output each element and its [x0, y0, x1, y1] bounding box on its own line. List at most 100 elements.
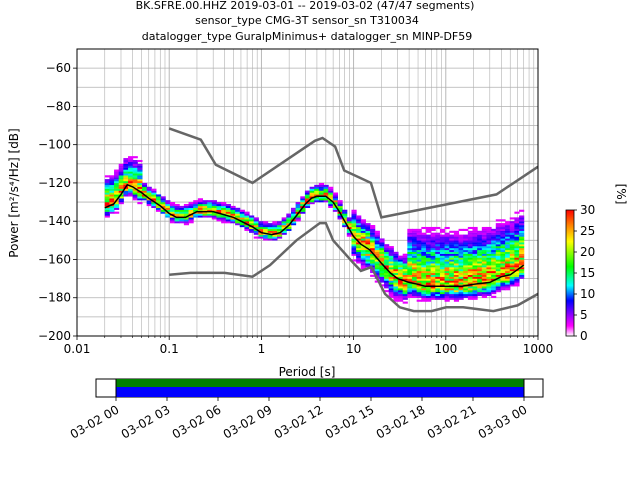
heatmap-cell	[514, 267, 520, 270]
heatmap-cell	[430, 228, 436, 231]
heatmap-cell	[458, 282, 464, 285]
heatmap-cell	[430, 293, 436, 297]
heatmap-cell	[407, 278, 413, 281]
timeline-tick-label: 03-03 00	[476, 402, 530, 441]
heatmap-cell	[444, 291, 450, 295]
heatmap-cell	[491, 257, 497, 260]
heatmap-cell	[114, 190, 120, 193]
heatmap-cell	[314, 200, 320, 203]
heatmap-cell	[137, 165, 143, 168]
heatmap-cell	[379, 261, 385, 264]
heatmap-cell	[193, 209, 199, 212]
heatmap-cell	[509, 217, 515, 220]
heatmap-cell	[183, 213, 190, 216]
heatmap-cell	[351, 221, 357, 224]
heatmap-cell	[439, 249, 446, 253]
heatmap-cell	[398, 261, 404, 264]
heatmap-cell	[421, 240, 427, 243]
heatmap-cell	[370, 257, 376, 260]
heatmap-cell	[151, 194, 157, 197]
heatmap-cell	[221, 202, 227, 205]
heatmap-cell	[398, 257, 404, 260]
heatmap-cell	[472, 259, 478, 262]
heatmap-cell	[365, 257, 371, 260]
heatmap-cell	[495, 270, 501, 274]
heatmap-cell	[430, 246, 436, 249]
heatmap-cell	[398, 263, 404, 266]
heatmap-cell	[402, 301, 408, 304]
heatmap-cell	[449, 240, 455, 243]
heatmap-cell	[244, 219, 250, 222]
heatmap-cell	[449, 261, 455, 264]
heatmap-cell	[495, 284, 501, 287]
timeline-tick-label: 03-02 03	[119, 402, 173, 441]
heatmap-cell	[128, 182, 134, 186]
heatmap-cell	[109, 211, 115, 214]
heatmap-cell	[411, 230, 418, 233]
heatmap-cell	[360, 234, 366, 237]
heatmap-cell	[505, 236, 511, 239]
heatmap-cell	[500, 230, 506, 233]
heatmap-cell	[458, 295, 464, 298]
heatmap-cell	[351, 209, 357, 212]
heatmap-cell	[509, 226, 515, 230]
heatmap-cell	[514, 274, 520, 277]
heatmap-cell	[411, 240, 418, 243]
heatmap-cell	[416, 257, 422, 260]
heatmap-cell	[411, 238, 418, 241]
heatmap-cell	[104, 188, 110, 191]
heatmap-cell	[402, 257, 408, 260]
heatmap-cell	[384, 280, 390, 283]
heatmap-cell	[444, 295, 450, 298]
heatmap-cell	[351, 219, 357, 222]
heatmap-cell	[505, 234, 511, 237]
heatmap-cell	[216, 219, 222, 222]
heatmap-cell	[169, 219, 176, 222]
heatmap-cell	[439, 284, 446, 287]
heatmap-cell	[356, 234, 362, 237]
heatmap-cell	[128, 181, 134, 184]
heatmap-cell	[356, 226, 362, 230]
heatmap-cell	[141, 190, 148, 193]
heatmap-cell	[137, 163, 143, 166]
heatmap-cell	[421, 263, 427, 266]
heatmap-cell	[425, 280, 432, 283]
heatmap-cell	[281, 219, 287, 222]
heatmap-cell	[439, 288, 446, 291]
heatmap-cell	[458, 297, 464, 300]
heatmap-cell	[281, 225, 287, 228]
heatmap-cell	[519, 238, 525, 241]
heatmap-cell	[356, 215, 362, 218]
heatmap-cell	[472, 276, 478, 279]
heatmap-cell	[439, 270, 446, 274]
heatmap-cell	[495, 246, 501, 249]
heatmap-cell	[104, 213, 110, 216]
heatmap-cell	[388, 267, 394, 270]
heatmap-cell	[421, 299, 427, 302]
heatmap-cell	[323, 194, 329, 197]
heatmap-cell	[481, 284, 487, 287]
heatmap-cell	[253, 225, 259, 228]
heatmap-cell	[491, 253, 497, 256]
heatmap-cell	[425, 290, 432, 293]
heatmap-cell	[141, 182, 148, 186]
heatmap-cell	[505, 276, 511, 279]
heatmap-cell	[449, 270, 455, 274]
heatmap-cell	[472, 291, 478, 295]
heatmap-cell	[416, 263, 422, 266]
heatmap-cell	[477, 257, 483, 260]
heatmap-cell	[458, 244, 464, 247]
heatmap-cell	[263, 228, 269, 231]
heatmap-cell	[365, 255, 371, 258]
heatmap-cell	[486, 232, 492, 235]
heatmap-cell	[453, 236, 460, 239]
heatmap-cell	[500, 228, 506, 231]
heatmap-cell	[169, 211, 176, 214]
heatmap-cell	[239, 209, 245, 212]
heatmap-cell	[332, 200, 339, 203]
heatmap-cell	[411, 244, 418, 247]
heatmap-cell	[463, 290, 469, 293]
heatmap-cell	[472, 236, 478, 239]
mean-line	[104, 183, 525, 288]
